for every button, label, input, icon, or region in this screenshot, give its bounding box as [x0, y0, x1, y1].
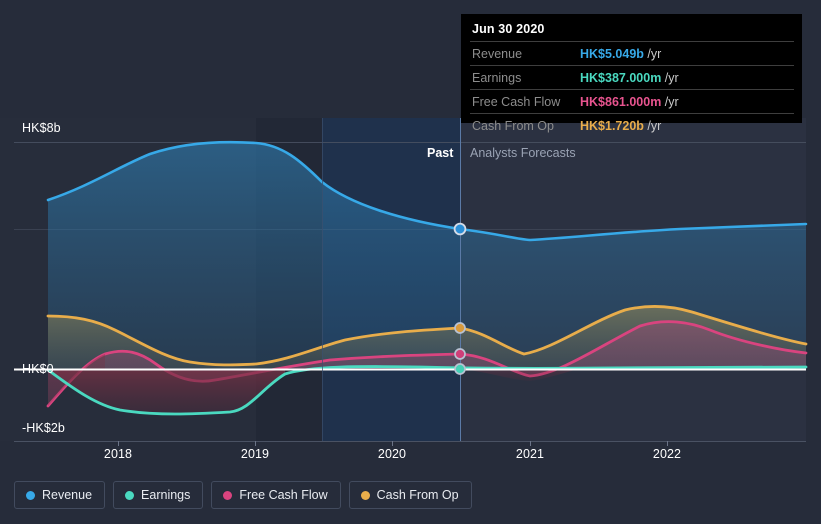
free-cash-flow-line — [46, 320, 808, 408]
negative-area-fcf — [48, 354, 105, 406]
tooltip-value-cash-from-op: HK$1.720b /yr — [578, 113, 794, 137]
forecast-period-label: Analysts Forecasts — [470, 146, 576, 160]
tooltip-unit-revenue: /yr — [647, 46, 662, 61]
negative-area-dip — [460, 369, 575, 381]
legend-label-revenue: Revenue — [42, 488, 93, 502]
negative-area — [48, 369, 285, 414]
tooltip-metric-earnings: Earnings — [470, 65, 578, 90]
legend-label-earnings: Earnings — [141, 488, 191, 502]
free-cash-flow-area — [48, 321, 806, 406]
marker-free-cash-flow — [454, 348, 466, 360]
legend-item-cash-from-op[interactable]: Cash From Op — [348, 481, 472, 509]
marker-earnings — [454, 363, 466, 375]
legend-dot-free-cash-flow-icon — [223, 490, 233, 500]
tooltip-row-revenue: Revenue HK$5.049b /yr — [470, 41, 794, 66]
legend-dot-cash-from-op-icon — [360, 490, 370, 500]
negative-region — [48, 354, 575, 414]
tooltip-number-free-cash-flow: HK$861.000m — [580, 94, 662, 109]
tooltip-metric-cash-from-op: Cash From Op — [470, 113, 578, 137]
legend-dot-earnings-icon — [125, 490, 135, 500]
x-axis-label-2019: 2019 — [240, 447, 270, 461]
x-axis-label-2018: 2018 — [103, 447, 133, 461]
x-axis-label-2020: 2020 — [377, 447, 407, 461]
x-axis-ticks — [118, 441, 668, 446]
x-axis-label-2022: 2022 — [652, 447, 682, 461]
tooltip-number-cash-from-op: HK$1.720b — [580, 118, 644, 133]
highlight-markers — [453, 222, 467, 375]
chart-legend: Revenue Earnings Free Cash Flow Cash Fro… — [14, 481, 472, 509]
series-free-cash-flow — [46, 320, 808, 408]
legend-dot-revenue-icon — [26, 490, 35, 500]
y-axis-label-neg2b: -HK$2b — [22, 421, 65, 435]
tooltip-number-earnings: HK$387.000m — [580, 70, 662, 85]
revenue-line — [46, 140, 808, 242]
tooltip-unit-earnings: /yr — [664, 70, 679, 85]
past-period-label: Past — [427, 146, 454, 160]
legend-label-cash-from-op: Cash From Op — [376, 488, 459, 502]
legend-item-earnings[interactable]: Earnings — [113, 481, 204, 509]
y-axis-label-0: HK$0 — [22, 362, 54, 376]
marker-revenue — [453, 222, 467, 236]
y-axis-label-8b: HK$8b — [22, 121, 61, 135]
tooltip-value-revenue: HK$5.049b /yr — [578, 41, 794, 66]
tooltip-date: Jun 30 2020 — [472, 22, 545, 36]
tooltip-metric-revenue: Revenue — [470, 41, 578, 66]
tooltip-value-free-cash-flow: HK$861.000m /yr — [578, 89, 794, 114]
tooltip-table: Revenue HK$5.049b /yr Earnings HK$387.00… — [470, 41, 794, 137]
chart-tooltip: Jun 30 2020 Revenue HK$5.049b /yr Earnin… — [461, 14, 802, 137]
marker-cash-from-op — [454, 322, 466, 334]
tooltip-unit-cash-from-op: /yr — [647, 118, 662, 133]
tooltip-metric-free-cash-flow: Free Cash Flow — [470, 89, 578, 114]
x-axis-label-2021: 2021 — [515, 447, 545, 461]
tooltip-value-earnings: HK$387.000m /yr — [578, 65, 794, 90]
tooltip-number-revenue: HK$5.049b — [580, 46, 644, 61]
legend-label-free-cash-flow: Free Cash Flow — [239, 488, 328, 502]
legend-item-free-cash-flow[interactable]: Free Cash Flow — [211, 481, 341, 509]
tooltip-row-earnings: Earnings HK$387.000m /yr — [470, 65, 794, 90]
cash-from-op-line — [46, 304, 808, 367]
legend-item-revenue[interactable]: Revenue — [14, 481, 106, 509]
tooltip-unit-free-cash-flow: /yr — [664, 94, 679, 109]
tooltip-row-free-cash-flow: Free Cash Flow HK$861.000m /yr — [470, 89, 794, 114]
tooltip-row-cash-from-op: Cash From Op HK$1.720b /yr — [470, 113, 794, 137]
